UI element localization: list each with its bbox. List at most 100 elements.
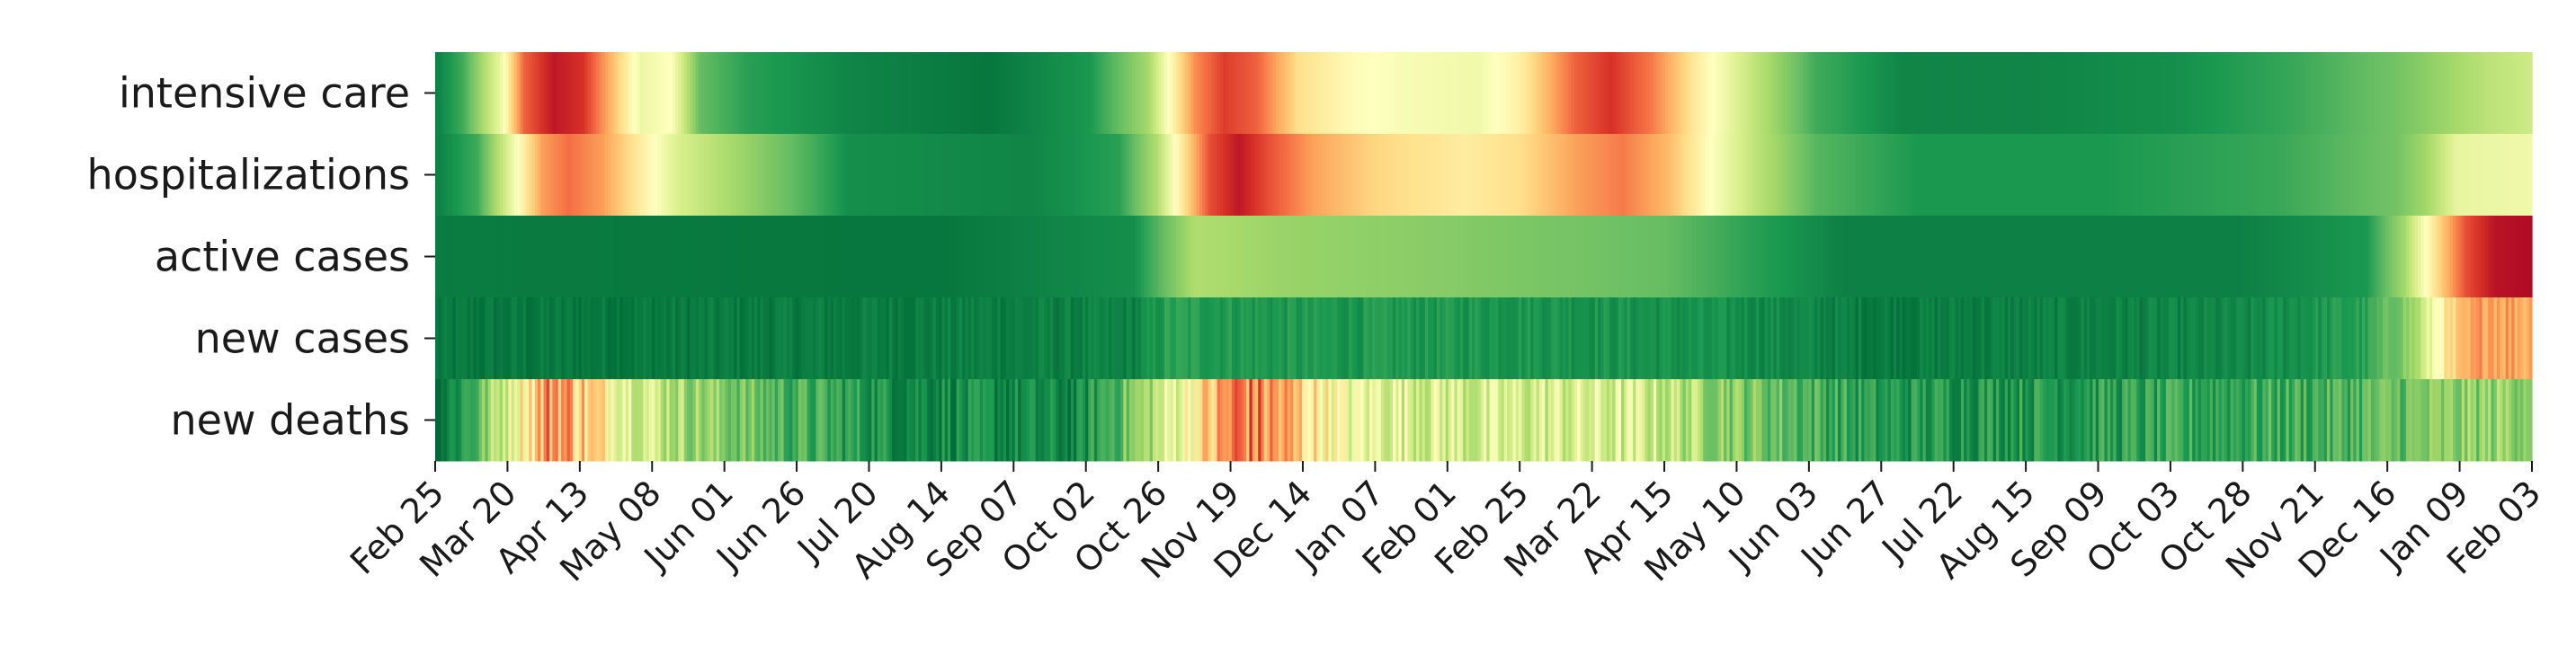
heatmap-cell [505, 297, 510, 380]
heatmap-cell [599, 379, 603, 462]
heatmap-cell [2420, 52, 2425, 135]
heatmap-cell [1389, 134, 1394, 217]
heatmap-cell [2118, 379, 2123, 462]
heatmap-cell [569, 379, 574, 462]
heatmap-cell [944, 297, 949, 380]
heatmap-cell [1975, 297, 1980, 380]
heatmap-cell [494, 216, 497, 298]
heatmap-cell [1618, 216, 1622, 298]
heatmap-cell [1773, 297, 1778, 380]
heatmap-cell [1887, 379, 1892, 462]
heatmap-cell [622, 216, 627, 298]
heatmap-cell [625, 134, 629, 217]
heatmap-cell [1053, 134, 1057, 217]
heatmap-cell [2393, 216, 2398, 298]
heatmap-cell [2400, 134, 2404, 217]
heatmap-cell [2356, 216, 2360, 298]
heatmap-cell [2127, 379, 2132, 462]
heatmap-cell [1885, 52, 1889, 135]
heatmap-cell [2473, 216, 2477, 298]
heatmap-cell [1184, 52, 1189, 135]
heatmap-cell [669, 52, 673, 135]
heatmap-cell [1074, 379, 1077, 462]
heatmap-cell [1032, 52, 1037, 135]
heatmap-cell [2391, 134, 2395, 217]
heatmap-cell [2171, 379, 2176, 462]
heatmap-cell [464, 216, 468, 298]
heatmap-cell [2086, 52, 2090, 135]
heatmap-cell [2086, 379, 2090, 462]
heatmap-cell [944, 216, 949, 298]
heatmap-cell [1419, 134, 1423, 217]
heatmap-cell [1948, 379, 1953, 462]
heatmap-cell [520, 134, 524, 217]
heatmap-cell [1787, 134, 1792, 217]
heatmap-cell [1035, 297, 1039, 380]
heatmap-cell [2365, 134, 2369, 217]
heatmap-cell [1659, 297, 1663, 380]
heatmap-cell [546, 297, 550, 380]
heatmap-cell [950, 379, 955, 462]
heatmap-cell [1852, 216, 1857, 298]
heatmap-cell [1006, 134, 1010, 217]
heatmap-cell [1530, 216, 1534, 298]
heatmap-cell [991, 297, 995, 380]
heatmap-cell [2001, 134, 2006, 217]
heatmap-cell [1325, 216, 1329, 298]
heatmap-cell [482, 216, 486, 298]
heatmap-cell [485, 134, 489, 217]
heatmap-cell [1211, 52, 1215, 135]
heatmap-cell [552, 379, 557, 462]
heatmap-cell [1337, 216, 1341, 298]
heatmap-cell [1477, 297, 1482, 380]
heatmap-cell [1556, 134, 1561, 217]
heatmap-cell [2139, 134, 2144, 217]
heatmap-cell [1700, 216, 1704, 298]
heatmap-cell [561, 134, 565, 217]
heatmap-cell [1843, 52, 1848, 135]
heatmap-cell [1152, 216, 1156, 298]
heatmap-cell [1796, 216, 1801, 298]
heatmap-cell [1401, 216, 1405, 298]
heatmap-cell [2528, 216, 2533, 298]
heatmap-cell [1377, 134, 1382, 217]
heatmap-cell [1829, 216, 1833, 298]
heatmap-cell [2350, 297, 2354, 380]
heatmap-cell [564, 134, 568, 217]
heatmap-cell [473, 297, 477, 380]
heatmap-cell [2514, 52, 2518, 135]
heatmap-cell [1671, 134, 1675, 217]
heatmap-cell [1659, 134, 1663, 217]
heatmap-cell [1969, 297, 1974, 380]
heatmap-cell [1580, 216, 1584, 298]
heatmap-cell [1161, 216, 1165, 298]
heatmap-cell [2379, 134, 2384, 217]
heatmap-cell [1542, 297, 1546, 380]
heatmap-cell [1512, 134, 1517, 217]
heatmap-cell [2130, 134, 2135, 217]
heatmap-cell [1205, 216, 1209, 298]
heatmap-cell [537, 216, 541, 298]
heatmap-cell [2242, 297, 2246, 380]
heatmap-cell [2456, 297, 2460, 380]
heatmap-cell [2402, 134, 2407, 217]
heatmap-cell [1829, 379, 1833, 462]
heatmap-cell [2376, 134, 2381, 217]
heatmap-cell [2279, 134, 2284, 217]
heatmap-cell [1703, 216, 1707, 298]
heatmap-cell [1254, 297, 1259, 380]
heatmap-cell [1457, 216, 1461, 298]
heatmap-cell [1538, 216, 1543, 298]
heatmap-cell [2405, 379, 2410, 462]
heatmap-cell [988, 52, 993, 135]
heatmap-cell [637, 297, 641, 380]
heatmap-cell [2130, 297, 2135, 380]
heatmap-cell [1530, 297, 1534, 380]
heatmap-cell [935, 297, 940, 380]
heatmap-cell [2438, 216, 2442, 298]
heatmap-cell [499, 216, 504, 298]
heatmap-cell [1170, 297, 1174, 380]
heatmap-cell [1922, 52, 1927, 135]
heatmap-cell [2341, 52, 2346, 135]
heatmap-cell [2008, 52, 2011, 135]
